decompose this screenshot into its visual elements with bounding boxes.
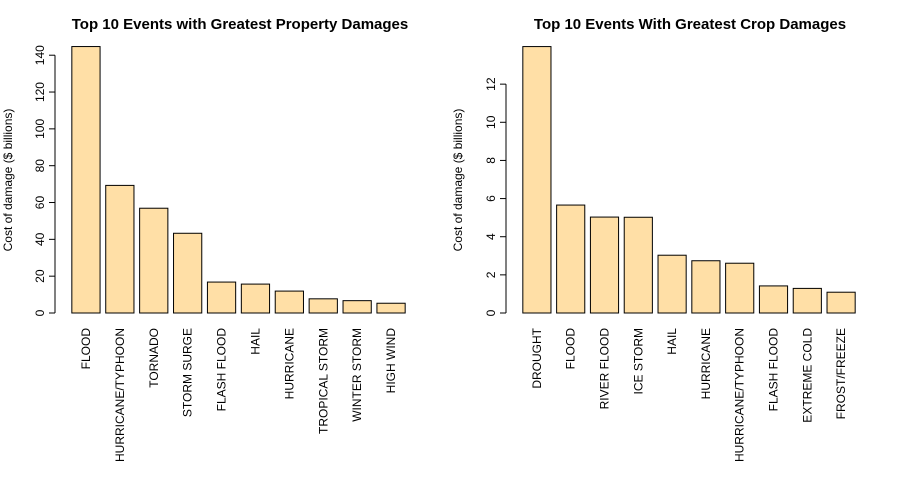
bar bbox=[376, 302, 406, 314]
x-category-label: HURRICANE bbox=[699, 328, 713, 399]
x-category-label: TORNADO bbox=[147, 328, 161, 388]
bar bbox=[826, 291, 856, 314]
x-category-label: WINTER STORM bbox=[350, 328, 364, 422]
x-category-label: DROUGHT bbox=[530, 327, 544, 388]
y-tick-label: 80 bbox=[33, 159, 47, 173]
y-tick-label: 60 bbox=[33, 196, 47, 210]
plot-area: 0 2 4 6 8 10 12 DROUGHT FLOOD RIVER FLOOD ICE STOR… bbox=[484, 46, 856, 462]
x-category-label: HIGH WIND bbox=[384, 328, 398, 394]
bar bbox=[556, 204, 586, 314]
bar bbox=[71, 46, 101, 314]
bar bbox=[691, 260, 721, 314]
bar bbox=[792, 287, 822, 314]
y-axis-label: Cost of damage ($ billions) bbox=[451, 109, 465, 252]
chart-title: Top 10 Events with Greatest Property Dam… bbox=[72, 16, 409, 33]
y-tick-label: 40 bbox=[33, 232, 47, 246]
y-tick-label: 100 bbox=[33, 119, 47, 139]
y-tick-label: 120 bbox=[33, 82, 47, 102]
y-tick-label: 8 bbox=[484, 157, 498, 164]
bar bbox=[139, 207, 169, 314]
y-tick-label: 20 bbox=[33, 269, 47, 283]
bar bbox=[589, 216, 620, 314]
x-category-label: FLASH FLOOD bbox=[767, 328, 781, 412]
x-category-label: HAIL bbox=[665, 328, 679, 355]
chart-title: Top 10 Events With Greatest Crop Damages bbox=[534, 16, 846, 33]
y-tick-label: 0 bbox=[33, 309, 47, 316]
y-axis-label: Cost of damage ($ billions) bbox=[1, 109, 15, 252]
bar bbox=[240, 283, 271, 314]
x-category-label: TROPICAL STORM bbox=[316, 328, 330, 434]
x-category-label: HURRICANE/TYPHOON bbox=[113, 328, 127, 462]
x-category-label: HURRICANE bbox=[282, 328, 296, 399]
bar bbox=[274, 290, 304, 314]
y-tick-label: 0 bbox=[484, 309, 498, 316]
x-category-label: HAIL bbox=[248, 328, 262, 355]
y-tick-label: 12 bbox=[484, 77, 498, 91]
bar bbox=[657, 254, 687, 314]
bar bbox=[758, 285, 789, 314]
bar bbox=[206, 281, 237, 314]
bar bbox=[623, 216, 653, 314]
x-category-label: FLOOD bbox=[79, 328, 93, 370]
y-tick-label: 6 bbox=[484, 195, 498, 202]
x-category-label: RIVER FLOOD bbox=[598, 328, 612, 410]
bar bbox=[725, 262, 755, 314]
x-category-label: HURRICANE/TYPHOON bbox=[733, 328, 747, 462]
x-category-label: FLOOD bbox=[564, 328, 578, 370]
y-tick-label: 4 bbox=[484, 233, 498, 240]
y-tick-label: 2 bbox=[484, 271, 498, 278]
bar bbox=[105, 184, 135, 314]
x-category-label: ICE STORM bbox=[631, 328, 645, 394]
x-category-label: FLASH FLOOD bbox=[215, 328, 229, 412]
plot-area: 0 20 40 60 80 100 120 140 FLOOD HURRICANE/TYPHOON… bbox=[33, 45, 406, 462]
y-tick-label: 10 bbox=[484, 115, 498, 129]
property-damage-chart: Top 10 Events with Greatest Property Dam… bbox=[1, 16, 408, 462]
x-category-label: STORM SURGE bbox=[181, 328, 195, 417]
bar bbox=[308, 298, 338, 314]
y-tick-label: 140 bbox=[33, 45, 47, 65]
x-category-label: EXTREME COLD bbox=[800, 328, 814, 423]
crop-damage-chart: Top 10 Events With Greatest Crop Damages… bbox=[451, 16, 856, 462]
x-category-label: FROST/FREEZE bbox=[834, 328, 848, 419]
bar bbox=[522, 46, 552, 314]
bar bbox=[342, 300, 372, 314]
bar bbox=[173, 232, 203, 314]
